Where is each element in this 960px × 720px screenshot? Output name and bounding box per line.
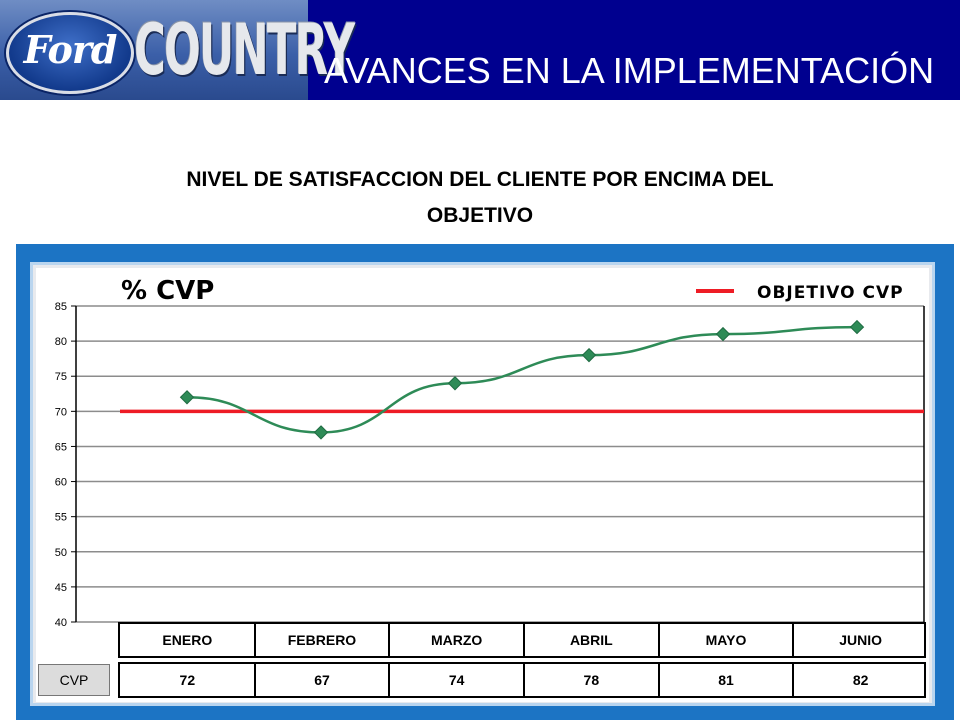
y-tick-label-70: 70 <box>55 406 67 418</box>
axis-lines <box>71 305 925 623</box>
month-header-cell-enero: ENERO <box>162 632 213 648</box>
ford-oval-logo: Ford <box>6 12 134 94</box>
month-header-row: ENERO FEBRERO MARZO ABRIL MAYO JUNIO <box>118 622 926 658</box>
series-line-cvp <box>186 325 858 434</box>
slide-subtitle: NIVEL DE SATISFACCION DEL CLIENTE POR EN… <box>80 162 880 234</box>
page-title: AVANCES EN LA IMPLEMENTACIÓN <box>324 50 935 91</box>
cvp-value-cell-junio: 82 <box>792 664 927 696</box>
month-header-cell-marzo: MARZO <box>388 624 523 656</box>
month-header-cell-febrero: FEBRERO <box>253 624 389 656</box>
y-tick-label-85: 85 <box>55 301 67 313</box>
cvp-row-label: CVP <box>38 664 110 696</box>
chart-title: % CVP <box>121 276 215 306</box>
data-point-enero <box>179 390 195 405</box>
ford-logo-text: Ford <box>23 27 118 72</box>
cvp-value-cell-marzo: 74 <box>388 664 523 696</box>
subtitle-line-2: OBJETIVO <box>426 204 534 227</box>
data-point-mayo <box>715 326 731 342</box>
cvp-value-row: 72 67 74 78 81 82 <box>118 662 926 698</box>
y-tick-label-75: 75 <box>55 371 67 383</box>
y-tick-label-65: 65 <box>55 441 67 453</box>
grid-lines <box>76 305 924 623</box>
y-tick-label-45: 45 <box>55 582 67 594</box>
data-point-junio <box>849 319 865 335</box>
cvp-value-cell-febrero: 67 <box>253 664 389 696</box>
month-header-cell-mayo: MAYO <box>657 624 793 656</box>
month-header-cell-junio: JUNIO <box>792 624 927 656</box>
ford-country-logo: Ford COUNTRY <box>0 0 355 100</box>
cvp-value-cell-enero: 72 <box>179 672 196 688</box>
series-layer <box>179 319 865 440</box>
month-header-cell-abril: ABRIL <box>523 624 658 656</box>
header-bar: Ford COUNTRY AVANCES EN LA IMPLEMENTACIÓ… <box>0 0 960 100</box>
data-point-febrero <box>313 425 329 440</box>
y-tick-label-80: 80 <box>55 336 67 348</box>
y-tick-label-50: 50 <box>55 547 67 559</box>
y-tick-labels: 85 80 75 70 65 60 55 50 45 40 <box>55 301 67 629</box>
y-tick-label-60: 60 <box>55 477 67 489</box>
cvp-value-cell-abril: 78 <box>523 664 658 696</box>
legend-target-label: OBJETIVO CVP <box>757 283 904 303</box>
legend-target-swatch <box>696 289 734 293</box>
country-logo-text: COUNTRY <box>134 9 355 91</box>
y-tick-label-40: 40 <box>55 617 67 629</box>
data-point-marzo <box>447 376 463 391</box>
data-point-abril <box>581 347 597 363</box>
y-tick-label-55: 55 <box>55 512 67 524</box>
cvp-value-cell-mayo: 81 <box>657 664 793 696</box>
subtitle-line-1: NIVEL DE SATISFACCION DEL CLIENTE POR EN… <box>186 168 774 191</box>
